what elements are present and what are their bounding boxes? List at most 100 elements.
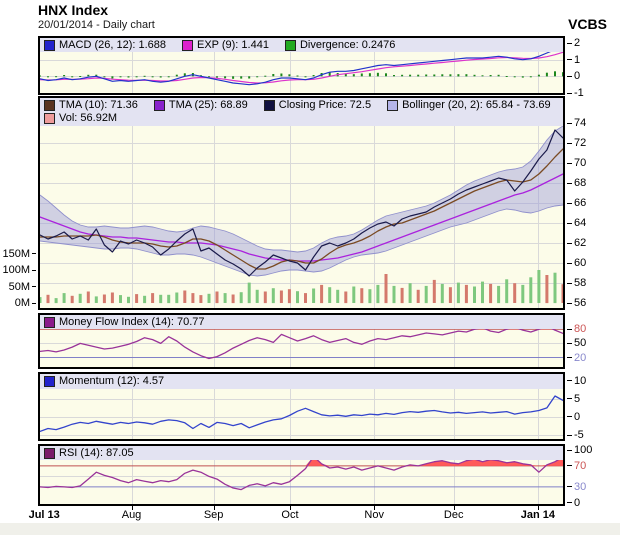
overbought-fill <box>40 456 563 466</box>
closing-line <box>40 129 563 277</box>
legend-rsi: RSI (14): 87.05 <box>40 446 563 460</box>
y-tick-text: 0 <box>574 496 581 509</box>
legend-label: Momentum (12): 4.57 <box>59 375 165 387</box>
y-tick-text: 72 <box>574 137 587 149</box>
y-axis-label: 70 <box>567 460 586 472</box>
price-plot <box>40 98 563 308</box>
legend-label: RSI (14): 87.05 <box>59 447 134 459</box>
legend-mom: Momentum (12): 4.57 <box>40 374 563 389</box>
volume-axis-label: 100M <box>0 264 36 276</box>
y-tick-text: 10 <box>574 374 587 387</box>
y-tick-mark <box>567 398 572 400</box>
volume-tick-mark <box>32 302 36 304</box>
y-tick-text: 60 <box>574 257 587 269</box>
volume-axis-label: 50M <box>0 281 36 293</box>
legend-swatch <box>387 99 399 111</box>
y-tick-text: 20 <box>574 351 587 364</box>
y-axis-label: 58 <box>567 277 586 289</box>
volume-tick-text: 100M <box>2 264 30 277</box>
panel-price: TMA (10): 71.36 TMA (25): 68.89 Closing Pr… <box>38 96 565 310</box>
legend-item: Bollinger (20, 2): 65.84 - 73.69 <box>387 99 551 111</box>
y-tick-text: 70 <box>574 459 587 472</box>
y-tick-text: 50 <box>574 337 587 350</box>
volume-axis-label: 0M <box>0 297 36 309</box>
legend-item: EXP (9): 1.441 <box>182 39 269 51</box>
y-tick-mark <box>567 449 572 451</box>
y-tick-text: 66 <box>574 197 587 209</box>
y-axis-label: 100 <box>567 444 592 456</box>
brand-logo: VCBS <box>568 16 607 32</box>
volume-axis-label: 150M <box>0 248 36 260</box>
y-axis-label: 60 <box>567 257 586 269</box>
x-tick-label: Oct <box>281 509 299 521</box>
panel-macd: MACD (26, 12): 1.688 EXP (9): 1.441 Diverg… <box>38 36 565 95</box>
legend-swatch <box>263 99 275 111</box>
y-axis-label: 66 <box>567 197 586 209</box>
bottom-margin <box>0 523 620 535</box>
y-tick-mark <box>567 242 572 244</box>
legend-swatch <box>44 112 55 124</box>
y-tick-text: 64 <box>574 217 587 229</box>
x-tick-label: Jul 13 <box>28 509 60 521</box>
y-axis-label: 2 <box>567 37 580 49</box>
y-tick-text: 0 <box>574 70 581 83</box>
legend-swatch <box>44 316 55 328</box>
y-tick-text: 68 <box>574 177 587 189</box>
y-tick-mark <box>567 92 572 94</box>
legend-label: TMA (25): 68.89 <box>168 99 248 111</box>
volume-tick-mark <box>32 253 36 255</box>
panel-rsi: RSI (14): 87.05 <box>38 444 565 506</box>
y-axis-label: 68 <box>567 177 586 189</box>
y-tick-text: -5 <box>574 429 584 442</box>
legend-item: MACD (26, 12): 1.688 <box>44 39 166 51</box>
y-tick-mark <box>567 416 572 418</box>
bollinger-band <box>40 126 563 276</box>
y-tick-mark <box>567 302 572 304</box>
y-tick-mark <box>567 122 572 124</box>
macd-line <box>40 47 563 86</box>
y-tick-mark <box>567 262 572 264</box>
y-axis-label: 64 <box>567 217 586 229</box>
legend-item: Closing Price: 72.5 <box>263 99 371 111</box>
legend-item: Vol: 56.92M <box>44 112 117 124</box>
x-tick-label: Nov <box>364 509 384 521</box>
y-axis-label: 0 <box>567 411 580 423</box>
y-axis-label: -5 <box>567 429 584 441</box>
y-axis-label: -1 <box>567 87 584 99</box>
y-tick-mark <box>567 502 572 504</box>
legend-item: Divergence: 0.2476 <box>284 39 395 51</box>
legend-swatch <box>44 447 55 459</box>
chart-subtitle: 20/01/2014 - Daily chart <box>38 19 155 31</box>
mfi-line <box>40 325 563 360</box>
rsi-line <box>40 455 563 491</box>
y-tick-mark <box>567 202 572 204</box>
legend-mfi: Money Flow Index (14): 70.77 <box>40 315 563 329</box>
x-tick-mark <box>453 506 455 510</box>
legend-swatch <box>44 99 55 111</box>
y-axis-label: 50 <box>567 337 586 349</box>
legend-swatch <box>44 39 55 51</box>
y-tick-text: 58 <box>574 277 587 289</box>
y-tick-mark <box>567 75 572 77</box>
y-axis-label: 0 <box>567 70 580 82</box>
y-tick-text: 62 <box>574 237 587 249</box>
y-axis-label: 80 <box>567 323 586 335</box>
page-title: HNX Index <box>38 2 109 18</box>
legend-label: Vol: 56.92M <box>59 112 118 124</box>
volume-tick-text: 50M <box>8 280 30 293</box>
y-tick-mark <box>567 182 572 184</box>
y-tick-mark <box>567 357 572 359</box>
y-tick-mark <box>567 380 572 382</box>
tma25-line <box>40 173 563 262</box>
y-tick-mark <box>567 282 572 284</box>
legend-swatch <box>284 39 296 51</box>
volume-tick-text: 0M <box>14 297 30 310</box>
legend-label: MACD (26, 12): 1.688 <box>59 39 166 51</box>
x-tick-mark <box>289 506 291 510</box>
y-tick-text: 2 <box>574 37 581 49</box>
y-axis-label: 20 <box>567 352 586 364</box>
legend-price: TMA (10): 71.36 TMA (25): 68.89 Closing Pr… <box>40 98 563 126</box>
y-tick-text: 0 <box>574 410 581 423</box>
y-tick-mark <box>567 142 572 144</box>
x-tick-label: Aug <box>121 509 142 521</box>
